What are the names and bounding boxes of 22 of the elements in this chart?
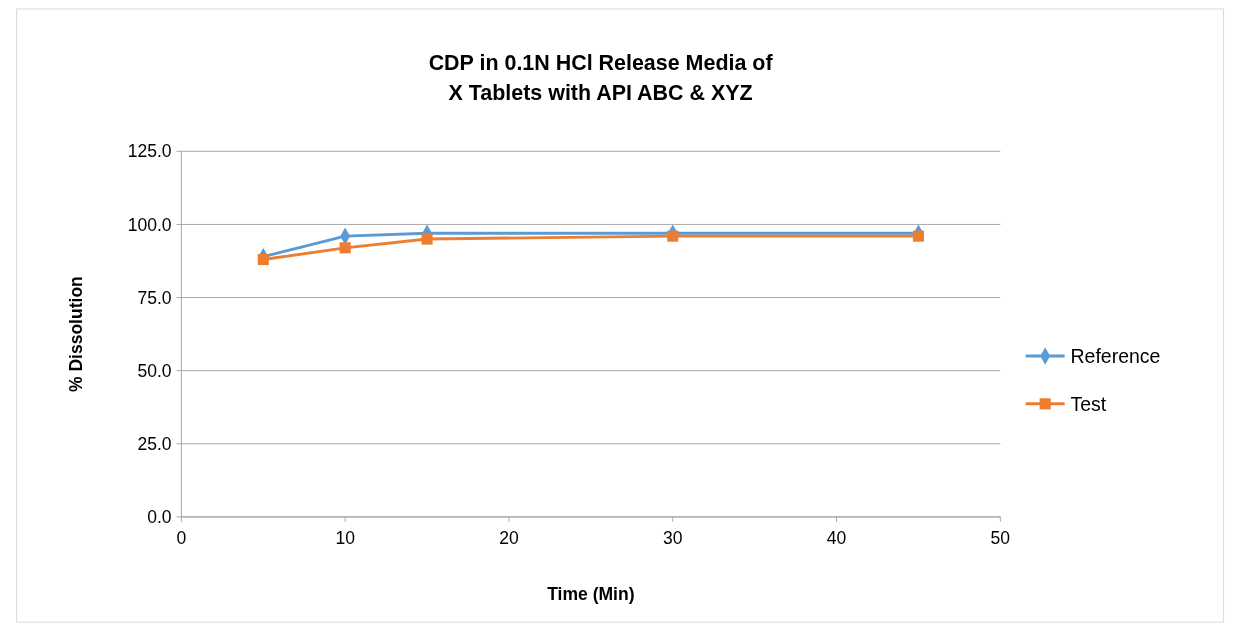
x-tick-label: 0 [176,528,187,549]
y-axis-title: % Dissolution [65,276,86,393]
x-tick-label: 50 [990,528,1011,549]
x-tick-label: 20 [499,528,519,549]
y-tick-label: 0.0 [147,507,172,528]
point [339,242,351,254]
x-tick-label: 30 [662,528,683,549]
x-axis-title: Time (Min) [547,583,635,604]
legend-label: Reference [1070,344,1161,367]
y-tick-label: 100.0 [127,214,172,235]
y-tick-label: 25.0 [137,433,172,454]
y-tick-label: 125.0 [127,141,172,162]
point [421,233,433,245]
point [912,230,924,242]
x-tick-label: 40 [826,528,847,549]
y-tick-label: 75.0 [137,287,172,308]
chart-title: CDP in 0.1N HCl Release Media of X Tablets with API ABC & XYZ [428,51,774,105]
point [257,253,269,266]
x-tick-label: 10 [335,528,356,549]
y-tick-label: 50.0 [137,360,172,381]
point [667,230,679,242]
legend-label: Test [1070,392,1107,415]
